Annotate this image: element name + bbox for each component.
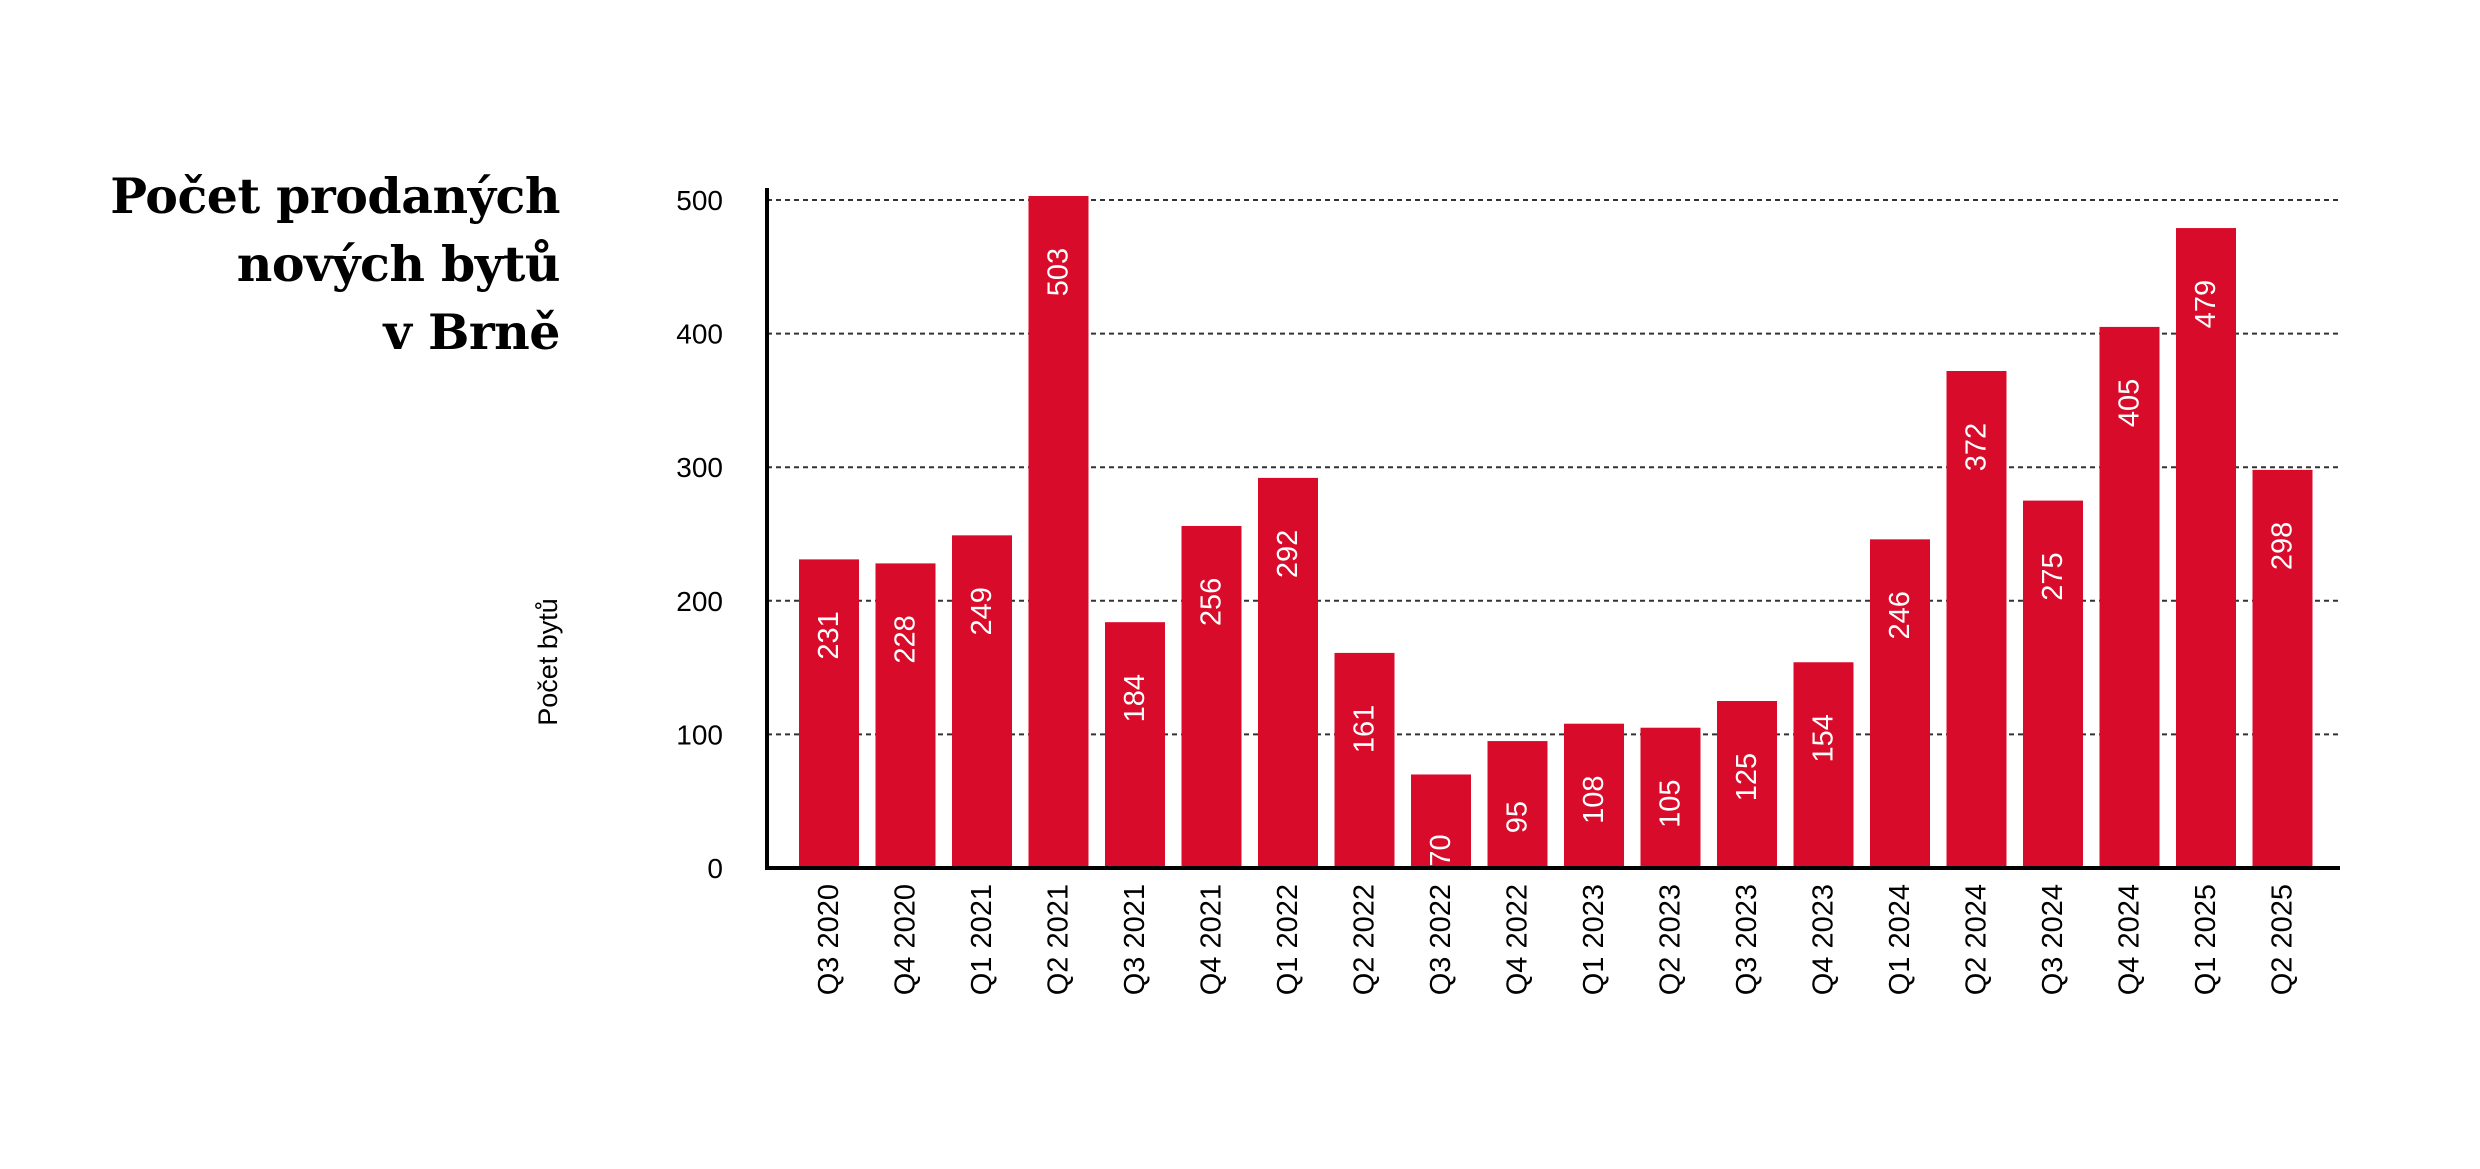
bar-value-label: 503 — [1043, 248, 1075, 296]
y-tick-label: 0 — [707, 853, 723, 884]
bar — [1717, 701, 1777, 868]
bar-value-label: 108 — [1578, 776, 1610, 824]
bar-value-label: 231 — [813, 611, 845, 659]
x-tick-label: Q2 2024 — [1961, 884, 1993, 995]
bars — [799, 195, 2313, 868]
x-tick-label: Q3 2021 — [1119, 884, 1151, 995]
y-tick-label: 100 — [676, 719, 723, 750]
x-tick-label: Q1 2022 — [1272, 884, 1304, 995]
x-tick-label: Q4 2020 — [890, 884, 922, 995]
bar — [2252, 469, 2313, 868]
bar-value-label: 256 — [1196, 578, 1228, 626]
bar — [875, 563, 936, 868]
bar-value-label: 184 — [1119, 674, 1151, 722]
bar-value-label: 228 — [890, 615, 922, 663]
bar — [799, 559, 859, 868]
x-tick-label: Q4 2024 — [2114, 884, 2146, 995]
y-tick-label: 300 — [676, 452, 723, 483]
bar — [2099, 326, 2160, 868]
bar-value-label: 292 — [1272, 530, 1304, 578]
y-axis-title: Počet bytů — [533, 598, 563, 726]
bar-value-label: 249 — [966, 587, 998, 635]
y-tick-label: 500 — [676, 185, 723, 216]
x-tick-label: Q3 2024 — [2037, 884, 2069, 995]
x-tick-labels: Q3 2020 Q4 2020 Q1 2021 Q2 2021 Q3 2021 Q4 20… — [813, 884, 2299, 995]
bar — [1258, 477, 1318, 868]
x-tick-label: Q1 2023 — [1578, 884, 1610, 995]
bar-value-label: 125 — [1731, 753, 1763, 801]
bar-value-label: 95 — [1502, 801, 1534, 833]
bar-value-label: 246 — [1884, 591, 1916, 639]
bar — [1793, 662, 1854, 868]
bar — [1564, 723, 1624, 868]
bar-value-label: 405 — [2114, 379, 2146, 427]
x-tick-label: Q2 2025 — [2267, 884, 2299, 995]
bar-value-label: 105 — [1655, 780, 1687, 828]
bar — [2023, 500, 2083, 868]
bar — [1105, 622, 1165, 868]
x-tick-label: Q3 2020 — [813, 884, 845, 995]
y-tick-label: 400 — [676, 319, 723, 350]
chart-title-line-1: Počet prodaných — [110, 167, 560, 225]
bar — [2176, 228, 2236, 868]
value-labels: 231 228 249 503 184 256 292 161 70 95 108 105 125 154… — [813, 248, 2299, 867]
bar — [1487, 741, 1548, 868]
bar-value-label: 372 — [1961, 423, 1993, 471]
chart-title-line-3: v Brně — [383, 303, 560, 361]
bar-value-label: 479 — [2190, 280, 2222, 328]
bar — [1334, 652, 1395, 868]
axes — [765, 188, 2340, 870]
x-tick-label: Q2 2022 — [1349, 884, 1381, 995]
x-tick-label: Q1 2021 — [966, 884, 998, 995]
bar-value-label: 298 — [2267, 522, 2299, 570]
y-tick-labels: 0 100 200 300 400 500 — [676, 185, 723, 884]
x-tick-label: Q1 2024 — [1884, 884, 1916, 995]
bar — [1028, 195, 1089, 868]
chart-title-line-2: nových bytů — [236, 235, 561, 293]
bar-value-label: 154 — [1808, 714, 1840, 762]
x-tick-label: Q4 2023 — [1808, 884, 1840, 995]
x-tick-label: Q4 2022 — [1502, 884, 1534, 995]
bar — [1870, 539, 1930, 868]
x-tick-label: Q4 2021 — [1196, 884, 1228, 995]
bar — [952, 535, 1012, 868]
bar-value-label: 275 — [2037, 552, 2069, 600]
bar — [1640, 727, 1701, 868]
bar-value-label: 161 — [1349, 705, 1381, 753]
chart-title: Počet prodaných nových bytů v Brně — [60, 162, 560, 366]
bar — [1181, 525, 1242, 868]
x-tick-label: Q2 2023 — [1655, 884, 1687, 995]
bar-value-label: 70 — [1425, 834, 1457, 866]
bar — [1411, 774, 1471, 868]
x-tick-label: Q2 2021 — [1043, 884, 1075, 995]
y-tick-label: 200 — [676, 586, 723, 617]
x-tick-label: Q3 2023 — [1731, 884, 1763, 995]
bar — [1946, 371, 2007, 868]
x-tick-label: Q3 2022 — [1425, 884, 1457, 995]
x-tick-label: Q1 2025 — [2190, 884, 2222, 995]
